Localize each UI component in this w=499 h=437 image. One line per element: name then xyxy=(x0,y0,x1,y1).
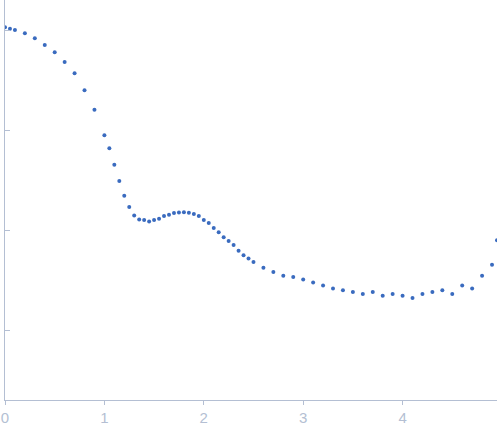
svg-text:1: 1 xyxy=(100,409,108,426)
svg-text:0: 0 xyxy=(1,409,9,426)
svg-text:4: 4 xyxy=(398,409,406,426)
svg-text:2: 2 xyxy=(200,409,208,426)
svg-text:3: 3 xyxy=(299,409,307,426)
